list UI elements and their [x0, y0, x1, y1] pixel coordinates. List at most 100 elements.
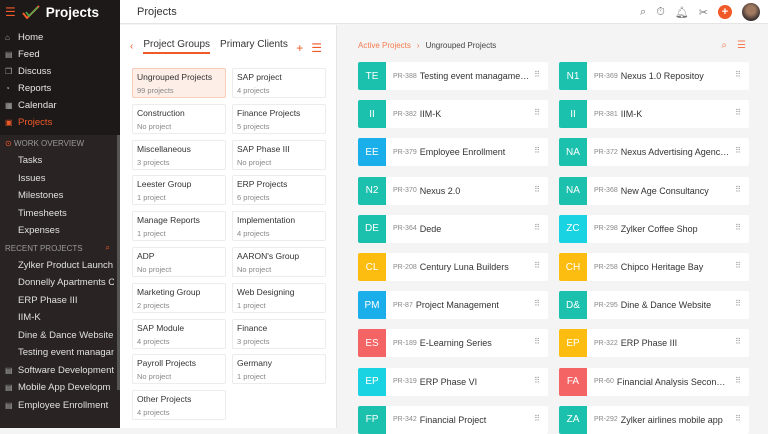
drag-handle-icon[interactable]: ⠿ [534, 337, 540, 347]
group-card[interactable]: Manage Reports 1 project [132, 211, 226, 242]
group-card[interactable]: Miscellaneous 3 projects [132, 139, 226, 170]
project-card[interactable]: FP PR-342 Financial Project ⠿ [358, 405, 548, 434]
group-card[interactable]: Finance Projects 5 projects [232, 103, 326, 134]
avatar[interactable] [742, 3, 760, 21]
project-card[interactable]: EE PR-379 Employee Enrollment ⠿ [358, 138, 548, 167]
drag-handle-icon[interactable]: ⠿ [534, 70, 540, 79]
project-card[interactable]: II PR-382 IIM-K ⠿ [358, 100, 548, 129]
group-card[interactable]: SAP project 4 projects [232, 68, 326, 98]
group-card[interactable]: SAP Module 4 projects [132, 318, 226, 349]
drag-handle-icon[interactable]: ⠿ [735, 222, 741, 232]
drag-handle-icon[interactable]: ⠿ [735, 337, 741, 347]
work-item-expenses[interactable]: Expenses [18, 225, 60, 237]
hamburger-menu-icon[interactable]: ☰ [5, 5, 16, 19]
project-card[interactable]: DE PR-364 Dede ⠿ [358, 214, 548, 243]
project-id: PR-388 [393, 72, 417, 80]
drag-handle-icon[interactable]: ⠿ [534, 261, 540, 270]
sort-list-icon[interactable]: ☰ [311, 41, 322, 55]
drag-handle-icon[interactable]: ⠿ [534, 299, 540, 309]
drag-handle-icon[interactable]: ⠿ [735, 184, 741, 194]
back-chevron-icon[interactable]: ‹ [130, 41, 134, 52]
search-icon[interactable]: ⌕ [640, 5, 647, 18]
sidebar-item-discuss[interactable]: ❐ Discuss [0, 63, 120, 80]
sidebar-item-projects[interactable]: ▣ Projects [0, 114, 120, 131]
group-card[interactable]: Web Designing 1 project [232, 282, 326, 313]
work-item-issues[interactable]: Issues [18, 172, 46, 184]
drag-handle-icon[interactable]: ⠿ [534, 413, 540, 423]
group-card[interactable]: Ungrouped Projects 99 projects [132, 68, 226, 98]
tools-icon[interactable]: ✂ [698, 6, 708, 19]
work-item-tasks[interactable]: Tasks [18, 155, 43, 167]
sort-list-icon[interactable]: ☰ [737, 40, 746, 51]
recent-project-item[interactable]: Zylker Product Launch [18, 259, 114, 271]
group-card[interactable]: Payroll Projects No project [132, 354, 226, 385]
recent-project-item[interactable]: ERP Phase III [18, 294, 78, 306]
group-card[interactable]: ADP No project [132, 247, 226, 277]
sidebar-project-item[interactable]: ▤ Software Development [0, 362, 114, 380]
project-card[interactable]: EP PR-322 ERP Phase III ⠿ [559, 329, 749, 358]
drag-handle-icon[interactable]: ⠿ [735, 261, 741, 270]
group-card[interactable]: Construction No project [132, 103, 226, 134]
project-card[interactable]: PM PR-87 Project Management ⠿ [358, 291, 548, 320]
group-card[interactable]: Implementation 4 projects [232, 211, 326, 242]
sidebar-item-label: Feed [18, 49, 40, 60]
tab-primary-clients[interactable]: Primary Clients [220, 39, 288, 50]
sidebar-scrollbar[interactable] [117, 135, 120, 390]
project-card[interactable]: II PR-381 IIM-K ⠿ [559, 100, 749, 129]
drag-handle-icon[interactable]: ⠿ [735, 146, 741, 156]
project-card[interactable]: ZA PR-292 Zylker airlines mobile app ⠿ [559, 405, 749, 434]
work-item-timesheets[interactable]: Timesheets [18, 207, 67, 219]
drag-handle-icon[interactable]: ⠿ [534, 108, 540, 118]
drag-handle-icon[interactable]: ⠿ [534, 146, 540, 156]
sidebar-item-home[interactable]: ⌂ Home [0, 29, 120, 46]
group-card[interactable]: Leester Group 1 project [132, 175, 226, 206]
drag-handle-icon[interactable]: ⠿ [735, 70, 741, 79]
project-name: Nexus 1.0 Repositoy [620, 71, 704, 81]
sidebar-item-reports[interactable]: ◔ Reports [0, 80, 120, 97]
project-card[interactable]: FA PR-60 Financial Analysis Second q... ⠿ [559, 367, 749, 396]
project-card[interactable]: N2 PR-370 Nexus 2.0 ⠿ [358, 176, 548, 205]
sidebar-item-calendar[interactable]: ▦ Calendar [0, 97, 120, 114]
work-overview-header[interactable]: ⊙ WORK OVERVIEW [0, 135, 120, 152]
drag-handle-icon[interactable]: ⠿ [735, 413, 741, 423]
sidebar-item-feed[interactable]: ▤ Feed [0, 46, 120, 63]
drag-handle-icon[interactable]: ⠿ [534, 184, 540, 194]
bell-icon[interactable]: 🔔︎ [674, 6, 689, 19]
add-group-icon[interactable]: + [296, 41, 304, 55]
project-card[interactable]: ES PR-189 E-Learning Series ⠿ [358, 329, 548, 358]
group-card[interactable]: Marketing Group 2 projects [132, 282, 226, 313]
work-item-milestones[interactable]: Milestones [18, 190, 64, 202]
group-card[interactable]: Other Projects 4 projects [132, 390, 226, 421]
drag-handle-icon[interactable]: ⠿ [735, 108, 741, 118]
group-card[interactable]: AARON's Group No project [232, 247, 326, 277]
timer-icon[interactable]: ⏱ [656, 5, 665, 18]
project-card[interactable]: D& PR-295 Dine & Dance Website ⠿ [559, 291, 749, 320]
breadcrumb-active-projects[interactable]: Active Projects [358, 41, 411, 50]
add-icon[interactable]: + [718, 5, 732, 19]
project-card[interactable]: ZC PR-298 Zylker Coffee Shop ⠿ [559, 214, 749, 243]
project-card[interactable]: TE PR-388 Testing event managament... ⠿ [358, 62, 548, 90]
project-card[interactable]: CL PR-208 Century Luna Builders ⠿ [358, 253, 548, 281]
group-card[interactable]: ERP Projects 6 projects [232, 175, 326, 206]
project-card[interactable]: EP PR-319 ERP Phase VI ⠿ [358, 367, 548, 396]
group-card[interactable]: SAP Phase III No project [232, 139, 326, 170]
drag-handle-icon[interactable]: ⠿ [735, 299, 741, 309]
recent-project-item[interactable]: Testing event managan [18, 347, 114, 359]
project-card[interactable]: CH PR-258 Chipco Heritage Bay ⠿ [559, 253, 749, 281]
drag-handle-icon[interactable]: ⠿ [534, 222, 540, 232]
search-icon[interactable]: ⌕ [105, 243, 110, 252]
search-icon[interactable]: ⌕ [721, 40, 728, 51]
recent-project-item[interactable]: Dine & Dance Website [18, 329, 114, 341]
project-card[interactable]: N1 PR-369 Nexus 1.0 Repositoy ⠿ [559, 62, 749, 90]
group-card[interactable]: Finance 3 projects [232, 318, 326, 349]
tab-project-groups[interactable]: Project Groups [143, 39, 211, 54]
project-card[interactable]: NA PR-372 Nexus Advertising Agency ... ⠿ [559, 138, 749, 167]
sidebar-project-item[interactable]: ▤ Mobile App Developm [0, 379, 114, 397]
drag-handle-icon[interactable]: ⠿ [534, 375, 540, 385]
group-card[interactable]: Germany 1 project [232, 354, 326, 385]
recent-project-item[interactable]: Donnelly Apartments C [18, 277, 114, 289]
project-card[interactable]: NA PR-368 New Age Consultancy ⠿ [559, 176, 749, 205]
drag-handle-icon[interactable]: ⠿ [735, 375, 741, 385]
sidebar-project-item[interactable]: ▤ Employee Enrollment [0, 397, 114, 415]
recent-project-item[interactable]: IIM-K [18, 312, 41, 324]
